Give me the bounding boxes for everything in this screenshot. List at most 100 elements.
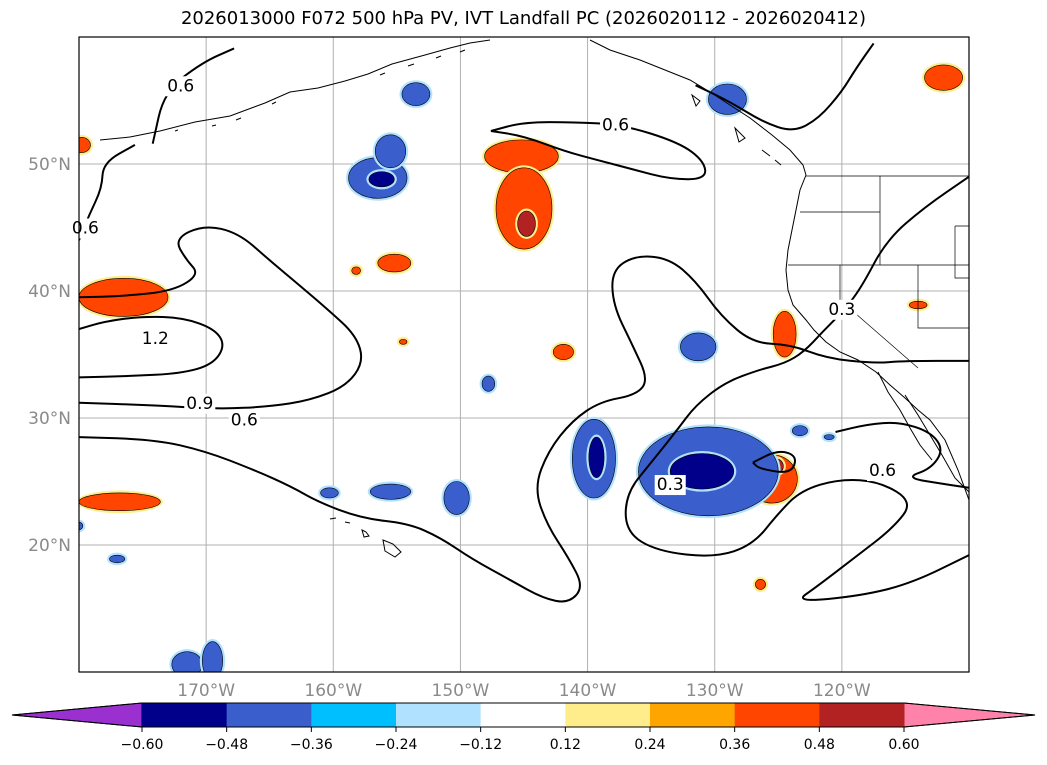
lat-tick-label: 50°N <box>28 155 71 175</box>
contour-label: 0.6 <box>167 76 194 96</box>
negative-pv-anomaly <box>202 641 223 672</box>
colorbar-tick-label: −0.12 <box>459 737 502 753</box>
positive-pv-anomaly <box>495 167 553 250</box>
west-coast-usa <box>785 174 969 501</box>
lat-tick-label: 40°N <box>28 282 71 302</box>
lon-tick-label: 120°W <box>813 681 871 701</box>
aleutian-islands <box>174 49 466 132</box>
positive-pv-anomaly <box>79 492 161 512</box>
contour-label: 0.6 <box>231 410 258 430</box>
colorbar-extend-low <box>11 702 143 728</box>
baja-coastline <box>877 371 933 461</box>
pv-contour-line <box>835 421 969 489</box>
gulf-of-california <box>904 394 969 493</box>
positive-pv-anomaly <box>755 578 766 590</box>
negative-pv-anomaly <box>369 483 412 500</box>
contour-label: 0.6 <box>72 219 99 239</box>
contour-label-background <box>165 76 197 97</box>
positive-pv-anomaly <box>924 64 963 91</box>
alaska-coastline <box>99 39 491 141</box>
positive-pv-anomaly <box>377 253 412 273</box>
colorbar: −0.60 −0.48 −0.36 −0.24 −0.12 0.12 0.24 0.36 0.4… <box>11 702 1036 753</box>
positive-pv-anomaly <box>79 137 91 153</box>
pv-contours <box>79 42 969 603</box>
colorbar-tick-label: −0.48 <box>205 737 248 753</box>
negative-pv-anomaly <box>791 425 808 437</box>
colorbar-tick-label: 0.24 <box>634 737 665 753</box>
positive-pv-anomaly <box>552 344 574 360</box>
pv-contour-line <box>79 255 969 603</box>
longitude-tick-labels: 170°W 160°W 150°W 140°W 130°W 120°W <box>177 681 871 701</box>
negative-pv-anomaly <box>823 434 835 440</box>
latitude-tick-labels: 50°N 40°N 30°N 20°N <box>28 155 71 556</box>
contour-label-background <box>184 393 216 414</box>
negative-pv-anomaly <box>171 651 203 672</box>
colorbar-tick-label: −0.36 <box>290 737 333 753</box>
colorbar-segment <box>734 703 820 727</box>
negative-pv-anomaly <box>680 332 717 362</box>
negative-pv-anomaly <box>109 554 126 564</box>
colorbar-tick-label: −0.24 <box>375 737 418 753</box>
pv-contour-line <box>624 175 969 601</box>
colorbar-segment <box>819 703 905 727</box>
positive-pv-anomaly <box>79 278 169 317</box>
contour-label-background <box>139 328 171 349</box>
colorbar-segment <box>226 703 312 727</box>
contour-label-background <box>600 115 632 136</box>
negative-pv-anomaly <box>481 375 496 392</box>
pv-contour-line <box>79 315 224 379</box>
negative-pv-anomaly <box>320 487 339 499</box>
colorbar-extend-high <box>903 702 1036 728</box>
coastlines <box>99 39 969 558</box>
lon-tick-label: 150°W <box>432 681 490 701</box>
lon-tick-label: 170°W <box>177 681 235 701</box>
colorbar-segment <box>311 703 397 727</box>
colorbar-tick-label: 0.60 <box>888 737 919 753</box>
negative-pv-anomaly <box>401 82 431 106</box>
contour-label: 0.3 <box>657 475 684 495</box>
contour-label-background <box>228 410 260 431</box>
pv-contour-line <box>752 450 796 473</box>
chart-title: 2026013000 F072 500 hPa PV, IVT Landfall… <box>180 8 867 29</box>
lat-tick-label: 30°N <box>28 409 71 429</box>
bc-islands <box>690 93 782 166</box>
negative-pv-anomaly <box>368 171 395 188</box>
map-background <box>79 37 969 672</box>
pv-anomaly-fills <box>79 62 966 672</box>
positive-pv-anomaly <box>772 311 797 358</box>
colorbar-tick-label: 0.12 <box>550 737 581 753</box>
colorbar-segment <box>142 703 228 727</box>
contour-label-background <box>69 218 101 239</box>
colorbar-segment <box>396 703 482 727</box>
map-frame <box>78 36 970 673</box>
colorbar-tick-label: −0.60 <box>121 737 164 753</box>
contour-label-background <box>654 475 686 496</box>
negative-pv-anomaly <box>669 453 735 490</box>
contour-label: 0.6 <box>602 116 629 136</box>
positive-pv-anomaly <box>517 210 536 237</box>
lat-tick-label: 20°N <box>28 536 71 556</box>
positive-pv-anomaly <box>399 338 408 345</box>
contour-label: 1.2 <box>142 329 169 349</box>
negative-pv-anomaly <box>708 83 747 115</box>
colorbar-tick-label: 0.48 <box>804 737 835 753</box>
pv-contour-line <box>490 121 707 181</box>
negative-pv-anomaly <box>443 481 470 515</box>
colorbar-segment <box>480 703 566 727</box>
contour-label-background <box>826 299 858 320</box>
contour-label: 0.6 <box>869 461 896 481</box>
pv-contour-line <box>79 226 363 410</box>
contour-label: 0.3 <box>828 300 855 320</box>
contour-label: 0.9 <box>186 394 213 414</box>
contour-labels: 0.6 0.6 1.2 0.9 0.6 0.6 0.3 0.3 0.6 <box>69 76 899 496</box>
colorbar-segment <box>565 703 651 727</box>
lon-tick-label: 130°W <box>686 681 744 701</box>
contour-label-background <box>867 461 899 482</box>
colorbar-segment <box>650 703 736 727</box>
positive-pv-anomaly <box>351 266 361 275</box>
alaska-panhandle-coastline <box>589 39 807 176</box>
colorbar-tick-label: 0.36 <box>719 737 750 753</box>
negative-pv-anomaly <box>588 436 605 478</box>
pv-contour-line <box>695 42 875 131</box>
negative-pv-anomaly <box>374 134 407 169</box>
